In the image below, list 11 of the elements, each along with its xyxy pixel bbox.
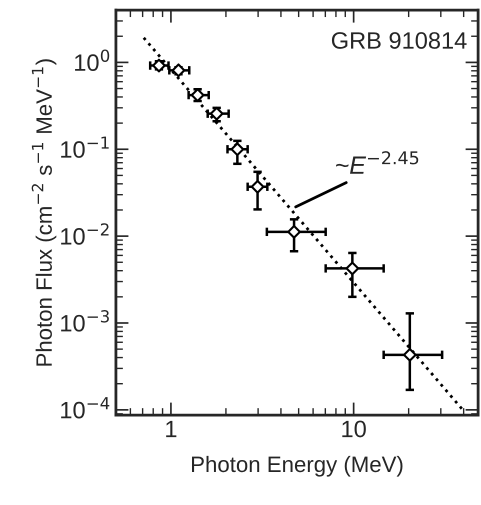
annotation: ~E$^{−2.45}$: [336, 151, 418, 174]
y-tick-label: 10$^{−3}$: [61, 310, 109, 332]
y-tick-label: 10$^{−1}$: [61, 136, 109, 158]
y-axis-title: Photon Flux (cm$^{−2}$ s$^{−1}$ MeV$^{−1}$): [32, 59, 56, 366]
x-tick-label: 1: [166, 420, 176, 438]
x-axis-title: Photon Energy (MeV): [192, 456, 402, 477]
x-tick-label: 10: [342, 420, 366, 438]
annotation: GRB 910814: [332, 32, 467, 49]
y-tick-label: 10$^{−2}$: [61, 223, 109, 245]
y-tick-label: 10$^{0}$: [75, 49, 110, 72]
y-tick-label: 10$^{−4}$: [61, 397, 110, 418]
